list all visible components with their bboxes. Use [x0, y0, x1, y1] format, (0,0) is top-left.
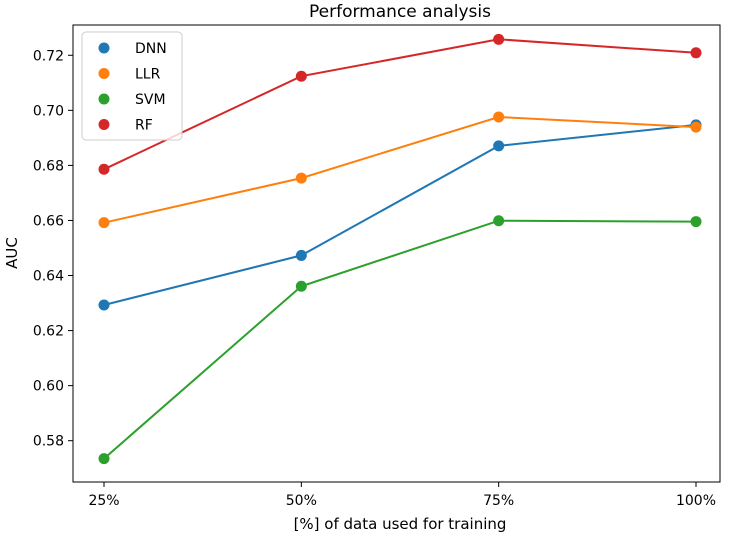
y-tick-label: 0.58 [33, 434, 64, 450]
point-rf [98, 163, 110, 175]
plot-frame [72, 24, 721, 483]
point-svm [690, 216, 702, 228]
y-tick-label: 0.64 [33, 269, 64, 285]
x-tick-label: 100% [676, 493, 716, 509]
series-line-rf [103, 38, 697, 171]
point-dnn [98, 299, 110, 311]
point-svm [295, 280, 307, 292]
point-rf [690, 47, 702, 59]
legend-label-rf: RF [135, 118, 153, 134]
series-line-dnn [103, 123, 697, 306]
chart-title: Performance analysis [309, 2, 491, 22]
point-llr [98, 217, 110, 229]
legend-marker-llr [98, 68, 110, 79]
point-svm [493, 215, 505, 227]
legend-label-llr: LLR [135, 67, 161, 83]
y-tick-label: 0.68 [33, 158, 64, 174]
legend-box [81, 31, 183, 141]
point-llr [690, 121, 702, 133]
y-tick-label: 0.72 [33, 48, 64, 64]
legend-marker-rf [98, 119, 110, 130]
x-axis: 25% 50% 75% 100% [88, 482, 716, 509]
x-axis-label: [%] of data used for training [294, 515, 507, 533]
point-svm [98, 453, 110, 465]
y-tick-label: 0.66 [33, 213, 64, 229]
point-llr [493, 111, 505, 123]
series-line-svm [103, 219, 697, 460]
legend-marker-svm [98, 93, 110, 105]
x-tick-label: 50% [286, 493, 317, 509]
legend: DNN LLR SVM RF [81, 31, 183, 141]
point-dnn [295, 249, 307, 261]
y-tick-label: 0.62 [33, 324, 64, 340]
y-axis: 0.58 0.60 0.62 0.64 0.66 0.68 0.70 0.72 [33, 48, 73, 450]
x-tick-label: 25% [88, 493, 119, 509]
point-dnn [493, 140, 505, 152]
legend-marker-dnn [98, 42, 110, 54]
series-layer [98, 33, 702, 465]
point-rf [295, 70, 307, 82]
series-line-llr [103, 115, 697, 224]
x-tick-label: 75% [483, 493, 514, 509]
point-llr [295, 172, 307, 184]
legend-label-dnn: DNN [135, 41, 167, 57]
y-tick-label: 0.60 [33, 379, 64, 395]
plot-area [72, 24, 721, 483]
legend-label-svm: SVM [135, 92, 166, 108]
y-axis-label: AUC [3, 237, 21, 269]
y-tick-label: 0.70 [33, 103, 64, 119]
point-rf [493, 33, 505, 45]
